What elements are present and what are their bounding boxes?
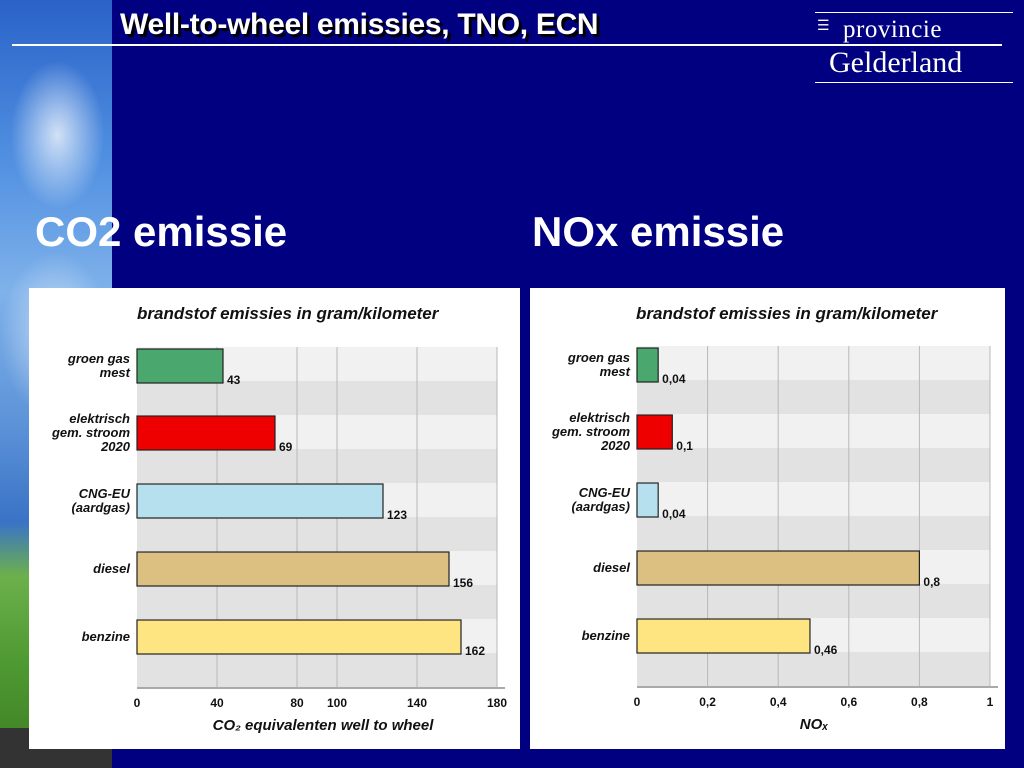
- nox-value-label: 0,46: [814, 643, 838, 657]
- nox-tick-label: 0,4: [770, 695, 787, 709]
- logo-text-gelderland: Gelderland: [829, 46, 963, 79]
- co2-bar-3: [136, 551, 450, 587]
- nox-category-label: groen gas: [567, 350, 630, 365]
- co2-category-label: gem. stroom: [51, 425, 130, 440]
- nox-tick-label: 0,6: [840, 695, 857, 709]
- nox-grid-band: [637, 482, 990, 516]
- nox-grid-band: [637, 346, 990, 380]
- nox-value-label: 0,04: [662, 507, 686, 521]
- nox-bar-0: [636, 347, 659, 383]
- co2-tick-label: 0: [134, 696, 141, 710]
- nox-tick-label: 0: [634, 695, 641, 709]
- nox-chart: brandstof emissies in gram/kilometer 0 0,2…: [551, 304, 998, 733]
- nox-grid-band: [637, 380, 990, 414]
- nox-x-axis-label: NOₓ: [800, 716, 829, 733]
- nox-category-label: elektrisch: [569, 410, 630, 425]
- co2-grid-band: [137, 449, 497, 483]
- co2-grid-band: [137, 585, 497, 619]
- slide-title: Well-to-wheel emissies, TNO, ECN: [120, 8, 599, 41]
- nox-title: brandstof emissies in gram/kilometer: [636, 304, 939, 323]
- nox-bar-4: [636, 618, 811, 654]
- co2-tick-label: 80: [290, 696, 304, 710]
- nox-value-label: 0,1: [676, 439, 693, 453]
- co2-bar-4: [136, 619, 462, 655]
- co2-chart: brandstof emissies in gram/kilometer 0 40 8…: [51, 304, 507, 734]
- nox-heading: NOx emissie: [532, 208, 785, 255]
- co2-value-label: 43: [227, 373, 241, 387]
- nox-grid-band: [637, 584, 990, 618]
- co2-tick-label: 180: [487, 696, 507, 710]
- co2-grid-band: [137, 517, 497, 551]
- co2-bar-1: [136, 415, 276, 451]
- co2-category-label: diesel: [93, 561, 130, 576]
- nox-category-label: benzine: [582, 628, 630, 643]
- co2-category-label: elektrisch: [69, 411, 130, 426]
- co2-category-label: (aardgas): [71, 500, 130, 515]
- nox-chart-panel: brandstof emissies in gram/kilometer 0 0,2…: [530, 288, 1005, 749]
- co2-tick-label: 100: [327, 696, 347, 710]
- co2-category-label: benzine: [82, 629, 130, 644]
- title-divider: [12, 44, 1002, 46]
- nox-tick-label: 0,8: [911, 695, 928, 709]
- nox-bar-3: [636, 550, 920, 586]
- co2-chart-panel: brandstof emissies in gram/kilometer 0 40 8…: [29, 288, 520, 749]
- co2-heading: CO2 emissie: [35, 208, 288, 255]
- nox-value-label: 0,8: [923, 575, 940, 589]
- logo-lines-icon: ☰: [817, 17, 830, 33]
- nox-category-label: mest: [600, 364, 631, 379]
- co2-grid-band: [137, 653, 497, 687]
- nox-bar-1: [636, 414, 673, 450]
- logo-text-provincie: provincie: [843, 16, 942, 43]
- nox-grid-band: [637, 516, 990, 550]
- co2-bar-2: [136, 483, 384, 519]
- co2-value-label: 69: [279, 440, 293, 454]
- nox-category-label: gem. stroom: [551, 424, 630, 439]
- co2-category-label: groen gas: [67, 351, 130, 366]
- provincie-gelderland-logo: ☰ provincie Gelderland: [815, 12, 1013, 84]
- co2-grid-band: [137, 381, 497, 415]
- co2-value-label: 156: [453, 576, 473, 590]
- co2-value-label: 123: [387, 508, 407, 522]
- nox-category-label: diesel: [593, 560, 630, 575]
- co2-category-label: 2020: [100, 439, 131, 454]
- nox-grid-band: [637, 652, 990, 686]
- co2-x-axis-label: CO₂ equivalenten well to wheel: [213, 717, 435, 734]
- nox-value-label: 0,04: [662, 372, 686, 386]
- nox-grid-band: [637, 414, 990, 448]
- nox-bar-2: [636, 482, 659, 518]
- nox-category-label: (aardgas): [571, 499, 630, 514]
- nox-tick-label: 1: [987, 695, 994, 709]
- nox-category-label: CNG-EU: [579, 485, 631, 500]
- co2-tick-label: 40: [210, 696, 224, 710]
- co2-category-label: CNG-EU: [79, 486, 131, 501]
- nox-grid-band: [637, 448, 990, 482]
- nox-category-label: 2020: [600, 438, 631, 453]
- co2-bar-0: [136, 348, 224, 384]
- co2-category-label: mest: [100, 365, 131, 380]
- co2-title: brandstof emissies in gram/kilometer: [137, 304, 440, 323]
- co2-value-label: 162: [465, 644, 485, 658]
- nox-tick-label: 0,2: [699, 695, 716, 709]
- co2-tick-label: 140: [407, 696, 427, 710]
